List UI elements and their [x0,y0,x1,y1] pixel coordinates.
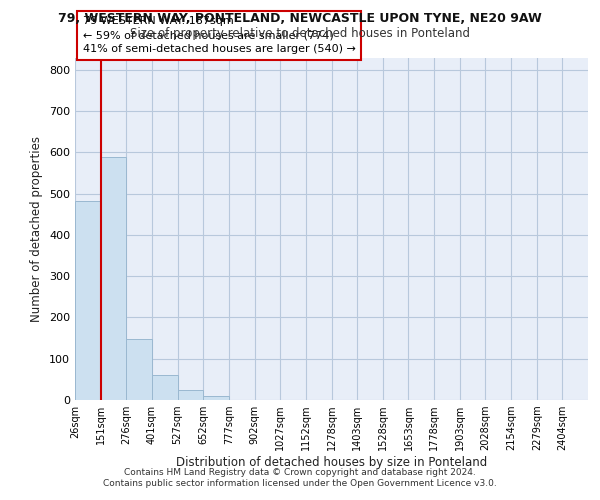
Bar [75,200,101,400]
Text: 79 WESTERN WAY: 187sqm
← 59% of detached houses are smaller (774)
41% of semi-de: 79 WESTERN WAY: 187sqm ← 59% of detached… [83,16,356,54]
X-axis label: Distribution of detached houses by size in Ponteland: Distribution of detached houses by size … [176,456,487,469]
Bar [203,396,229,400]
Bar [126,339,152,400]
Bar [101,156,126,400]
Text: 79, WESTERN WAY, PONTELAND, NEWCASTLE UPON TYNE, NE20 9AW: 79, WESTERN WAY, PONTELAND, NEWCASTLE UP… [58,12,542,26]
Bar [178,390,203,400]
Bar [152,375,178,400]
Text: Size of property relative to detached houses in Ponteland: Size of property relative to detached ho… [130,28,470,40]
Text: Contains HM Land Registry data © Crown copyright and database right 2024.
Contai: Contains HM Land Registry data © Crown c… [103,468,497,487]
Y-axis label: Number of detached properties: Number of detached properties [31,136,43,322]
